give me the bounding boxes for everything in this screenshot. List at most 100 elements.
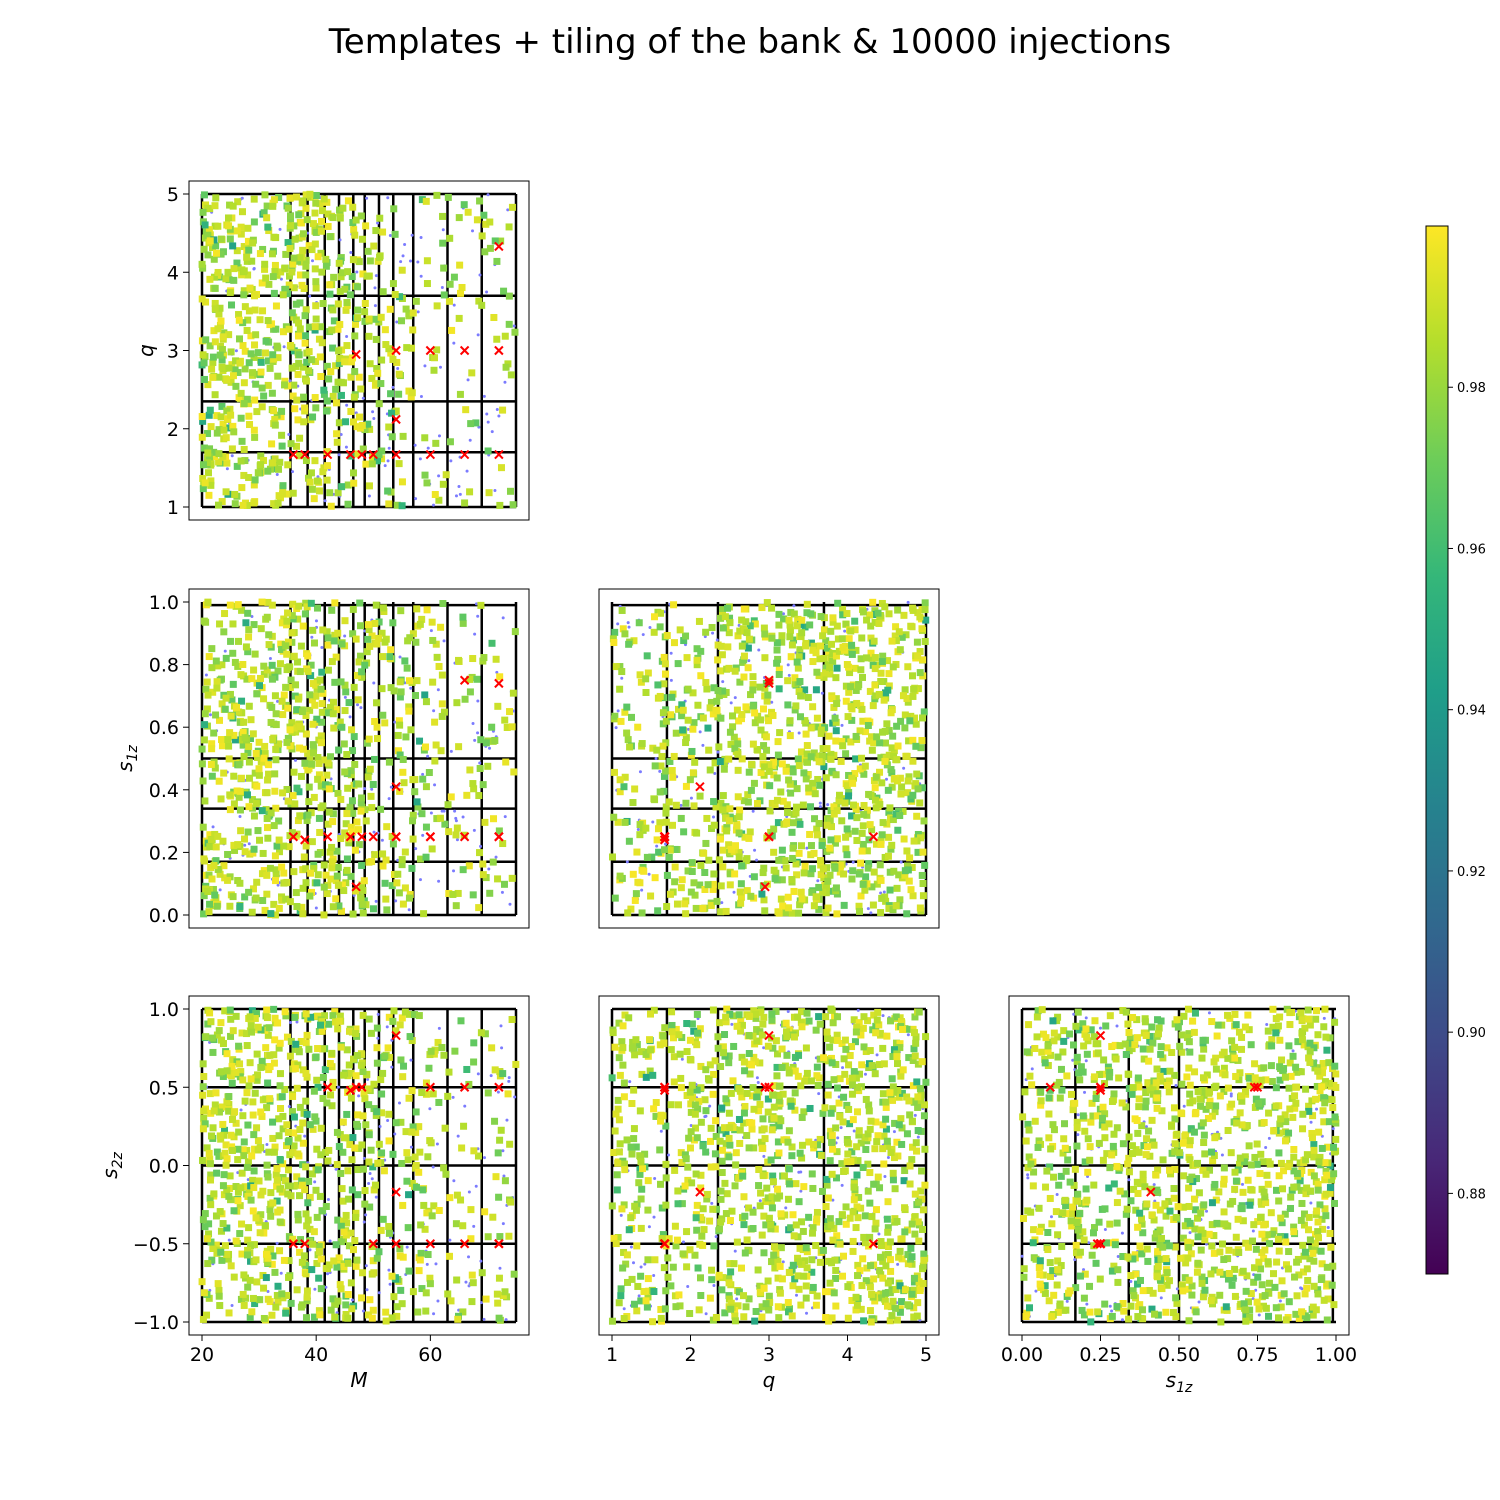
injection-marker [753, 800, 761, 808]
injection-marker [302, 256, 310, 264]
injection-marker [258, 279, 266, 287]
injection-marker [418, 1285, 426, 1293]
injection-marker [495, 1314, 503, 1322]
injection-marker [365, 315, 373, 323]
injection-marker [624, 736, 632, 744]
injection-marker [389, 840, 397, 848]
injection-marker [678, 1158, 686, 1166]
injection-marker [389, 355, 397, 363]
template-marker [288, 449, 299, 460]
injection-marker [212, 843, 220, 851]
injection-marker [903, 694, 911, 702]
injection-marker [860, 770, 868, 778]
injection-marker [349, 605, 357, 613]
injection-marker [823, 745, 831, 753]
injection-marker [379, 850, 387, 858]
unmatched-injection [480, 1301, 484, 1305]
injection-marker [805, 784, 813, 792]
injection-marker [228, 1079, 236, 1087]
injection-marker [871, 796, 879, 804]
injection-marker [832, 718, 840, 726]
injection-marker [341, 829, 349, 837]
injection-marker [738, 616, 746, 624]
injection-marker [765, 717, 773, 725]
injection-marker [226, 235, 234, 243]
injection-marker [298, 1258, 306, 1266]
injection-marker [722, 1129, 730, 1137]
injection-marker [637, 678, 645, 686]
unmatched-injection [364, 1264, 368, 1268]
injection-marker [762, 1221, 770, 1229]
unmatched-injection [757, 648, 761, 652]
injection-marker [209, 1048, 217, 1056]
injection-marker [341, 707, 349, 715]
injection-marker [384, 1044, 392, 1052]
injection-marker [311, 457, 319, 465]
unmatched-injection [370, 1177, 374, 1181]
injection-marker [240, 752, 248, 760]
injection-marker [285, 843, 293, 851]
injection-marker [211, 453, 219, 461]
injection-marker [381, 326, 389, 334]
injection-marker [891, 1119, 899, 1127]
injection-marker [320, 861, 328, 869]
injection-marker [308, 246, 316, 254]
injection-marker [757, 1189, 765, 1197]
injection-marker [682, 799, 690, 807]
injection-marker [910, 714, 918, 722]
injection-marker [623, 703, 631, 711]
injection-marker [691, 891, 699, 899]
injection-marker [467, 420, 475, 428]
template-stroke [345, 449, 356, 460]
injection-marker [714, 656, 722, 664]
injection-marker [911, 1230, 919, 1238]
injection-marker [614, 1105, 622, 1113]
injection-marker [847, 627, 855, 635]
injection-marker [205, 1149, 213, 1157]
injection-marker [642, 688, 650, 696]
unmatched-injection [326, 1272, 330, 1276]
injection-marker [214, 662, 222, 670]
injection-marker [223, 407, 231, 415]
injection-marker [366, 257, 374, 265]
injection-marker [879, 1121, 887, 1129]
injection-marker [827, 1127, 835, 1135]
injection-marker [316, 676, 324, 684]
injection-marker [867, 733, 875, 741]
injection-marker [831, 864, 839, 872]
y-tick-label: 0.0 [149, 905, 179, 927]
injection-marker [274, 667, 282, 675]
injection-marker [725, 629, 733, 637]
injection-marker [774, 738, 782, 746]
injection-marker [303, 358, 311, 366]
injection-marker [640, 867, 648, 875]
unmatched-injection [437, 1026, 441, 1030]
injection-marker [303, 816, 311, 824]
injection-marker [284, 1166, 292, 1174]
injection-marker [326, 233, 334, 241]
template-stroke [368, 832, 378, 842]
injection-marker [357, 1050, 365, 1058]
injection-marker [355, 841, 363, 849]
injection-marker [861, 762, 869, 770]
injection-marker [848, 875, 856, 883]
unmatched-injection [409, 686, 413, 690]
injection-marker [200, 1289, 208, 1297]
injection-marker [200, 1107, 208, 1115]
injection-marker [245, 742, 253, 750]
injection-marker [343, 855, 351, 863]
injection-marker [845, 792, 853, 800]
injection-marker [463, 1065, 471, 1073]
injection-marker [824, 877, 832, 885]
injection-marker [232, 707, 240, 715]
injection-marker [257, 368, 265, 376]
injection-marker [283, 290, 291, 298]
injection-marker [370, 1080, 378, 1088]
injection-marker [235, 335, 243, 343]
injection-marker [858, 847, 866, 855]
injection-marker [422, 1289, 430, 1297]
injection-marker [305, 348, 313, 356]
injection-marker [399, 1201, 407, 1209]
injection-marker [297, 642, 305, 650]
injection-marker [767, 1198, 775, 1206]
